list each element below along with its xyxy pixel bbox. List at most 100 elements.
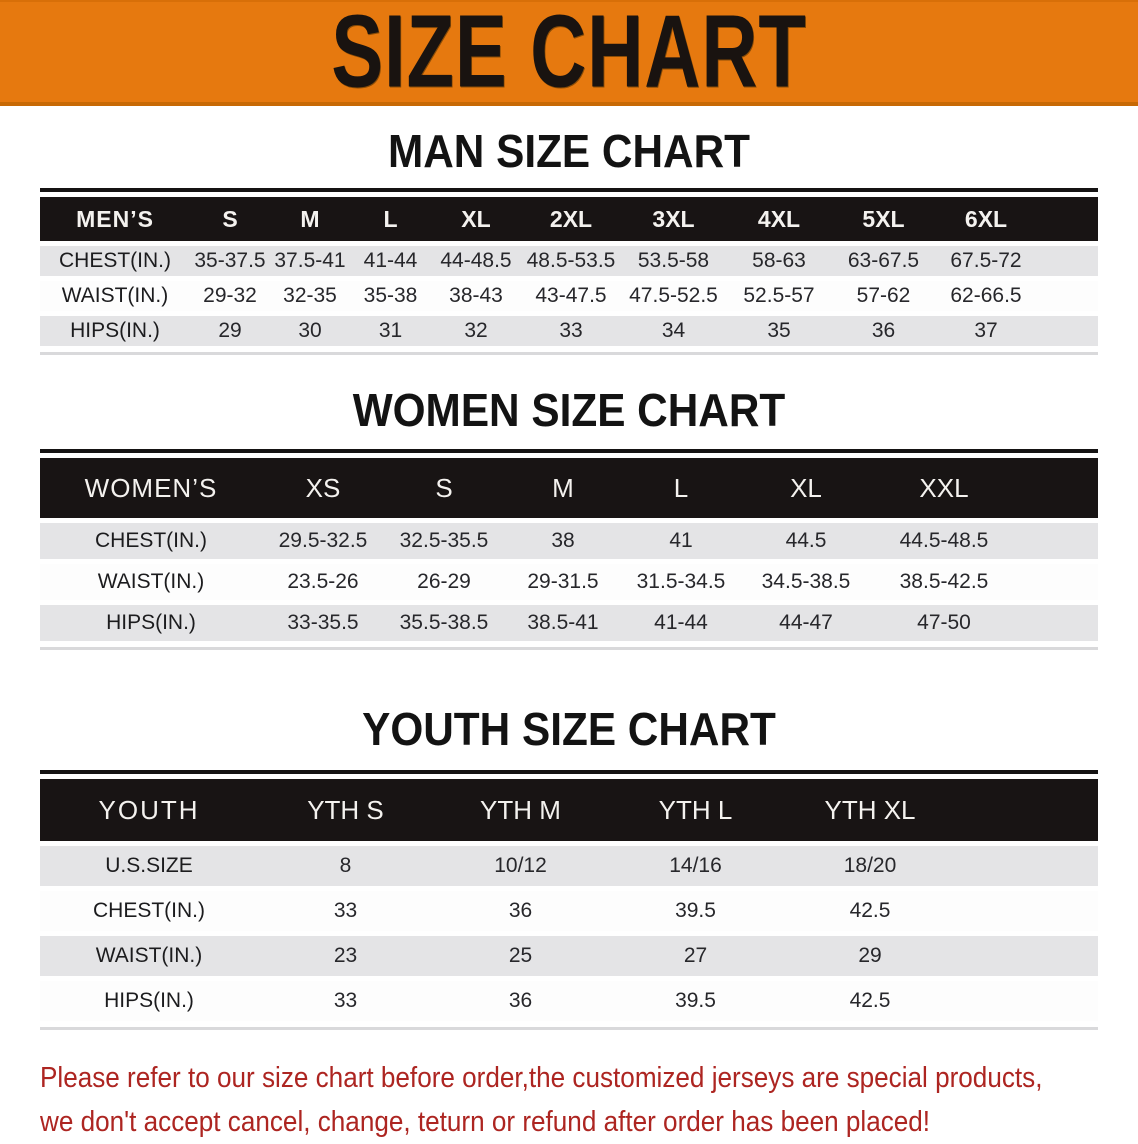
row-spacer: [957, 846, 1098, 886]
youth-section-heading: YOUTH SIZE CHART: [362, 703, 776, 755]
size-chart-banner: SIZE CHART: [0, 0, 1138, 106]
header-spacer: [957, 779, 1098, 841]
size-col-header: XXL: [872, 458, 1016, 518]
table-corner-label: YOUTH: [40, 779, 258, 841]
size-value: 44-47: [740, 605, 872, 641]
row-label: HIPS(IN.): [40, 605, 262, 641]
size-value: 48.5-53.5: [521, 246, 621, 276]
size-value: 33-35.5: [262, 605, 384, 641]
size-value: 36: [832, 316, 935, 346]
size-value: 53.5-58: [621, 246, 726, 276]
size-value: 37: [935, 316, 1037, 346]
table-row: CHEST(IN.) 29.5-32.5 32.5-35.5 38 41 44.…: [40, 523, 1098, 559]
size-value: 47.5-52.5: [621, 281, 726, 311]
youth-size-table: YOUTH YTH S YTH M YTH L YTH XL U.S.SIZE …: [40, 770, 1098, 1030]
size-value: 44.5: [740, 523, 872, 559]
table-top-rule: [40, 449, 1098, 453]
size-col-header: YTH M: [433, 779, 608, 841]
table-header-row: WOMEN’S XS S M L XL XXL: [40, 458, 1098, 518]
size-value: 32-35: [270, 281, 350, 311]
size-value: 44.5-48.5: [872, 523, 1016, 559]
row-spacer: [1016, 523, 1098, 559]
row-spacer: [1016, 605, 1098, 641]
table-top-rule: [40, 770, 1098, 774]
size-value: 35-37.5: [190, 246, 270, 276]
size-value: 38: [504, 523, 622, 559]
men-section-heading: MAN SIZE CHART: [387, 125, 751, 177]
size-value: 23.5-26: [262, 564, 384, 600]
size-col-header: M: [504, 458, 622, 518]
size-value: 38.5-42.5: [872, 564, 1016, 600]
size-col-header: L: [622, 458, 740, 518]
size-value: 58-63: [726, 246, 832, 276]
size-value: 32.5-35.5: [384, 523, 504, 559]
order-disclaimer: Please refer to our size chart before or…: [40, 1056, 1138, 1144]
size-col-header: YTH S: [258, 779, 433, 841]
size-value: 25: [433, 936, 608, 976]
table-bottom-rule: [40, 1027, 1098, 1030]
size-value: 26-29: [384, 564, 504, 600]
size-value: 14/16: [608, 846, 783, 886]
size-value: 29-32: [190, 281, 270, 311]
size-col-header: 2XL: [521, 197, 621, 241]
size-value: 31: [350, 316, 431, 346]
row-label: HIPS(IN.): [40, 316, 190, 346]
size-value: 33: [258, 981, 433, 1021]
size-value: 57-62: [832, 281, 935, 311]
size-col-header: YTH XL: [783, 779, 957, 841]
size-value: 29: [190, 316, 270, 346]
size-value: 35.5-38.5: [384, 605, 504, 641]
table-row: HIPS(IN.) 33-35.5 35.5-38.5 38.5-41 41-4…: [40, 605, 1098, 641]
row-spacer: [1037, 281, 1098, 311]
size-value: 36: [433, 981, 608, 1021]
row-label: CHEST(IN.): [40, 523, 262, 559]
size-col-header: S: [190, 197, 270, 241]
size-value: 8: [258, 846, 433, 886]
size-value: 35: [726, 316, 832, 346]
table-row: U.S.SIZE 8 10/12 14/16 18/20: [40, 846, 1098, 886]
size-value: 42.5: [783, 981, 957, 1021]
table-bottom-rule: [40, 352, 1098, 355]
size-value: 29: [783, 936, 957, 976]
size-value: 34: [621, 316, 726, 346]
size-value: 33: [258, 891, 433, 931]
disclaimer-line-1: Please refer to our size chart before or…: [40, 1062, 1043, 1094]
women-section-heading: WOMEN SIZE CHART: [352, 384, 786, 436]
size-col-header: 4XL: [726, 197, 832, 241]
size-value: 37.5-41: [270, 246, 350, 276]
size-value: 38.5-41: [504, 605, 622, 641]
row-label: WAIST(IN.): [40, 936, 258, 976]
row-label: WAIST(IN.): [40, 564, 262, 600]
table-row: HIPS(IN.) 29 30 31 32 33 34 35 36 37: [40, 316, 1098, 346]
size-value: 63-67.5: [832, 246, 935, 276]
size-col-header: S: [384, 458, 504, 518]
row-spacer: [957, 936, 1098, 976]
size-value: 23: [258, 936, 433, 976]
size-value: 41-44: [622, 605, 740, 641]
size-value: 32: [431, 316, 521, 346]
size-value: 29.5-32.5: [262, 523, 384, 559]
size-value: 44-48.5: [431, 246, 521, 276]
size-col-header: 5XL: [832, 197, 935, 241]
size-value: 34.5-38.5: [740, 564, 872, 600]
size-value: 31.5-34.5: [622, 564, 740, 600]
header-spacer: [1016, 458, 1098, 518]
size-value: 35-38: [350, 281, 431, 311]
size-col-header: 6XL: [935, 197, 1037, 241]
page-title: SIZE CHART: [331, 0, 807, 109]
table-row: WAIST(IN.) 23 25 27 29: [40, 936, 1098, 976]
row-spacer: [1016, 564, 1098, 600]
size-col-header: M: [270, 197, 350, 241]
size-col-header: YTH L: [608, 779, 783, 841]
row-label: CHEST(IN.): [40, 246, 190, 276]
size-value: 67.5-72: [935, 246, 1037, 276]
size-col-header: 3XL: [621, 197, 726, 241]
row-spacer: [957, 891, 1098, 931]
row-label: U.S.SIZE: [40, 846, 258, 886]
size-value: 39.5: [608, 891, 783, 931]
row-label: HIPS(IN.): [40, 981, 258, 1021]
size-value: 43-47.5: [521, 281, 621, 311]
disclaimer-line-2: we don't accept cancel, change, teturn o…: [40, 1106, 931, 1138]
table-row: CHEST(IN.) 33 36 39.5 42.5: [40, 891, 1098, 931]
size-value: 36: [433, 891, 608, 931]
